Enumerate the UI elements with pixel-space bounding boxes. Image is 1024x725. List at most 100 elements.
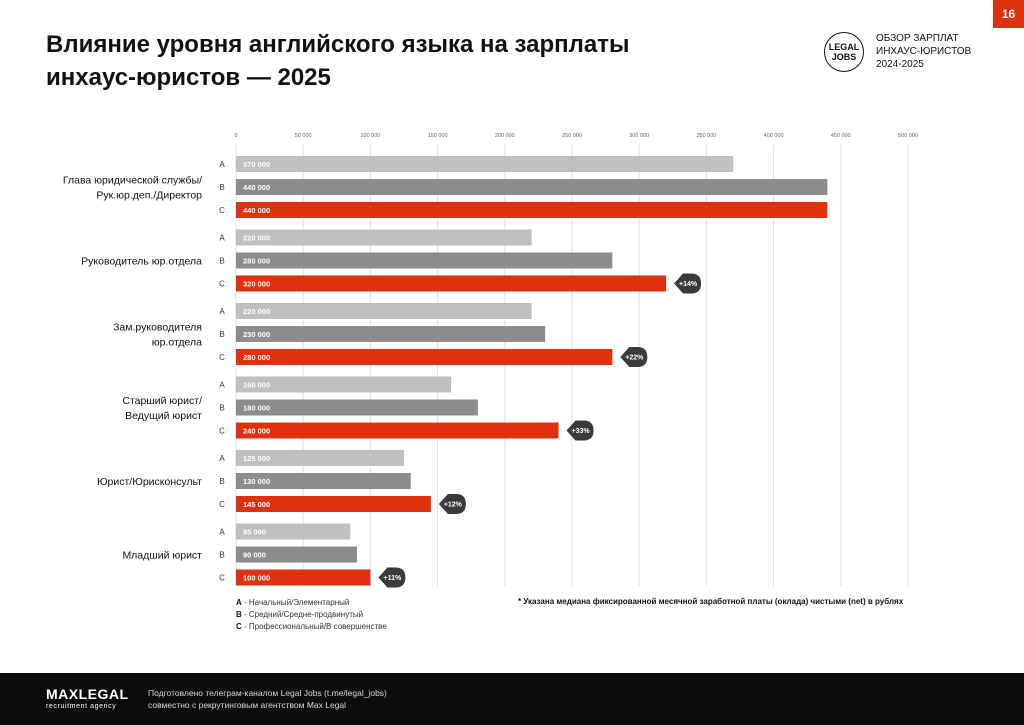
level-code-label: A bbox=[219, 528, 225, 537]
data-label: 280 000 bbox=[243, 353, 270, 362]
footer-line-2: совместно с рекрутинговым агентством Max… bbox=[148, 700, 347, 710]
footer-line-1: Подготовлено телеграм-каналом Legal Jobs… bbox=[148, 688, 387, 698]
growth-badge bbox=[674, 273, 702, 294]
legend-code-c: C bbox=[236, 622, 242, 631]
level-code-label: C bbox=[219, 500, 225, 509]
category-label: Глава юридической службы/ bbox=[63, 175, 202, 187]
logo-line-1: LEGAL bbox=[828, 42, 860, 52]
level-code-label: C bbox=[219, 280, 225, 289]
title-line-1: Влияние уровня английского языка на зарп… bbox=[46, 31, 630, 58]
legend-code-a: A bbox=[236, 598, 242, 607]
level-code-label: A bbox=[219, 454, 225, 463]
bar bbox=[236, 399, 478, 416]
data-label: 125 000 bbox=[243, 454, 270, 463]
level-code-label: B bbox=[219, 183, 224, 192]
legend-code-b: B bbox=[236, 610, 242, 619]
logo-line-2: JOBS bbox=[831, 52, 857, 62]
x-tick-label: 150 000 bbox=[428, 133, 448, 139]
growth-badge bbox=[566, 420, 594, 441]
category-label: Младший юрист bbox=[122, 550, 202, 562]
category-label: Руководитель юр.отдела bbox=[81, 256, 202, 268]
salary-bar-chart: 0 50 000 100 000 150 000 200 000 250 000 300 0… bbox=[63, 133, 918, 588]
page-number-badge: 16 bbox=[993, 0, 1024, 28]
x-tick-label: 450 000 bbox=[831, 133, 851, 139]
bar bbox=[236, 473, 411, 489]
x-tick-label: 350 000 bbox=[696, 133, 716, 139]
page-title: Влияние уровня английского языка на зарп… bbox=[46, 28, 666, 94]
category-label: юр.отдела bbox=[152, 337, 202, 349]
legend-text-c: - Профессиональный/В совершенстве bbox=[241, 622, 387, 631]
footnote: * Указана медиана фиксированной месячной… bbox=[518, 597, 904, 606]
bar bbox=[236, 156, 734, 172]
level-code-label: A bbox=[219, 381, 225, 390]
level-code-label: A bbox=[219, 234, 225, 243]
footer-credits: Подготовлено телеграм-каналом Legal Jobs… bbox=[148, 687, 387, 711]
growth-badge bbox=[620, 347, 648, 367]
level-code-label: B bbox=[219, 551, 224, 560]
level-code-label: B bbox=[219, 477, 224, 486]
x-tick-label: 400 000 bbox=[764, 133, 784, 139]
data-label: 220 000 bbox=[243, 307, 270, 316]
bar bbox=[236, 229, 532, 246]
category-label: Старший юрист/ bbox=[122, 395, 202, 407]
brand-name: MAXLEGAL bbox=[46, 686, 129, 702]
data-label: 370 000 bbox=[243, 160, 270, 169]
data-label: 280 000 bbox=[243, 257, 270, 266]
growth-badge-label: +11% bbox=[384, 575, 402, 582]
data-label: 220 000 bbox=[243, 234, 270, 243]
data-label: 440 000 bbox=[243, 183, 270, 192]
report-label: ОБЗОР ЗАРПЛАТ ИНХАУС-ЮРИСТОВ 2024-2025 bbox=[876, 32, 971, 71]
report-line-2: ИНХАУС-ЮРИСТОВ bbox=[876, 46, 972, 57]
level-code-label: A bbox=[219, 307, 225, 316]
x-tick-label: 250 000 bbox=[562, 133, 582, 139]
legend-text-b: - Средний/Средне-продвинутый bbox=[241, 610, 364, 619]
bar bbox=[236, 179, 828, 195]
x-tick-label: 100 000 bbox=[360, 133, 380, 139]
level-code-label: C bbox=[219, 574, 225, 583]
data-label: 100 000 bbox=[243, 574, 270, 583]
level-code-label: B bbox=[219, 330, 224, 339]
legend-item-c: C - Профессиональный/В совершенстве bbox=[236, 621, 387, 633]
data-label: 85 000 bbox=[243, 528, 266, 537]
bar bbox=[236, 275, 667, 292]
data-label: 145 000 bbox=[243, 500, 270, 509]
data-label: 130 000 bbox=[243, 477, 270, 486]
level-code-label: A bbox=[219, 160, 225, 169]
level-code-label: C bbox=[219, 353, 225, 362]
x-tick-label: 50 000 bbox=[295, 133, 312, 139]
category-label: Рук.юр.деп./Директор bbox=[96, 190, 202, 202]
bar bbox=[236, 326, 546, 342]
bar bbox=[236, 496, 431, 512]
title-line-2: инхаус-юристов — 2025 bbox=[46, 64, 331, 91]
report-line-1: ОБЗОР ЗАРПЛАТ bbox=[876, 33, 959, 44]
growth-badge-label: +12% bbox=[444, 502, 463, 509]
footer: MAXLEGAL recruitment agency Подготовлено… bbox=[0, 673, 1024, 725]
level-code-label: C bbox=[219, 206, 225, 215]
bar bbox=[236, 450, 404, 466]
category-label: Юрист/Юрисконсульт bbox=[97, 476, 202, 488]
x-tick-label: 500 000 bbox=[898, 133, 918, 139]
growth-badge-label: +33% bbox=[572, 428, 591, 435]
x-tick-label: 300 000 bbox=[629, 133, 649, 139]
category-label: Ведущий юрист bbox=[125, 410, 202, 422]
bar bbox=[236, 376, 452, 393]
bar bbox=[236, 349, 613, 365]
level-code-label: C bbox=[219, 427, 225, 436]
legal-jobs-logo: LEGAL JOBS bbox=[824, 32, 864, 72]
category-label: Зам.руководителя bbox=[113, 322, 202, 334]
data-label: 160 000 bbox=[243, 381, 270, 390]
growth-badge bbox=[378, 567, 406, 588]
level-code-label: B bbox=[219, 257, 224, 266]
level-code-label: B bbox=[219, 404, 224, 413]
legend-item-b: B - Средний/Средне-продвинутый bbox=[236, 609, 387, 621]
bar bbox=[236, 523, 351, 540]
bar bbox=[236, 303, 532, 319]
growth-badge-label: +14% bbox=[679, 281, 698, 288]
legend-text-a: - Начальный/Элементарный bbox=[241, 598, 350, 607]
bar bbox=[236, 202, 828, 218]
bar bbox=[236, 569, 371, 586]
growth-badge-label: +22% bbox=[625, 355, 644, 362]
data-label: 320 000 bbox=[243, 280, 270, 289]
data-label: 440 000 bbox=[243, 206, 270, 215]
growth-badge bbox=[438, 494, 466, 514]
